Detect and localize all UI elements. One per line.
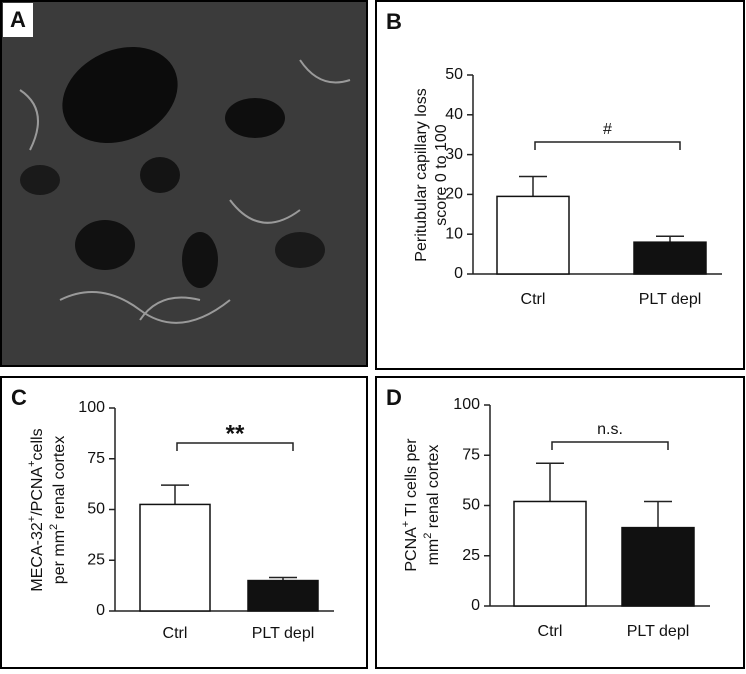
micrograph: [0, 0, 368, 367]
y-axis-label: mm2 renal cortex: [422, 445, 442, 566]
y-axis-label: Peritubular capillary loss: [413, 88, 430, 261]
significance-label: #: [603, 121, 612, 138]
x-tick-label: Ctrl: [521, 291, 546, 308]
lumen: [62, 46, 178, 144]
label-part: renal cortex: [51, 436, 68, 524]
y-tick-label: 75: [87, 450, 105, 467]
label-part: MECA-32: [29, 522, 46, 591]
y-tick-label: 0: [96, 602, 105, 619]
lumen: [275, 232, 325, 268]
significance-bracket: [176, 442, 294, 451]
y-tick-label: 0: [471, 597, 480, 614]
panel-label: C: [11, 385, 27, 410]
significance-bracket: [551, 441, 669, 450]
y-tick-label: 0: [454, 265, 463, 282]
y-tick-label: 100: [78, 399, 105, 416]
label-part: /PCNA: [29, 467, 46, 516]
x-tick-label: PLT depl: [627, 623, 690, 640]
y-tick-label: 100: [453, 396, 480, 413]
label-part: +: [26, 460, 38, 466]
x-tick-label: PLT depl: [639, 291, 702, 308]
label-part: PCNA: [403, 527, 420, 572]
y-tick-label: 25: [462, 547, 480, 564]
panel-label: B: [386, 9, 402, 34]
y-tick-label: 40: [445, 106, 463, 123]
y-tick-label: 50: [87, 501, 105, 518]
x-tick-label: PLT depl: [252, 625, 315, 642]
label-part: per mm: [51, 530, 68, 584]
bar: [496, 195, 570, 275]
lumen: [225, 98, 285, 138]
y-axis-label: PCNA+ TI cells per: [400, 438, 420, 572]
y-axis-label: MECA-32+/PCNA+cells: [26, 428, 46, 591]
y-tick-label: 30: [445, 146, 463, 163]
significance-bracket: [534, 141, 681, 150]
label-part: 2: [48, 524, 60, 530]
panel-label-box: [3, 3, 33, 37]
label-part: score 0 to 100: [433, 124, 450, 226]
significance-label: n.s.: [597, 421, 623, 438]
lumen: [140, 157, 180, 193]
y-tick-label: 25: [87, 551, 105, 568]
panel-border: [0, 376, 368, 669]
capillary: [19, 59, 351, 324]
label-part: renal cortex: [425, 445, 442, 533]
y-tick-label: 20: [445, 186, 463, 203]
significance-label: **: [226, 420, 245, 447]
label-part: cells: [29, 428, 46, 460]
bar: [621, 526, 695, 607]
panel-label: D: [386, 385, 402, 410]
label-part: +: [400, 521, 412, 527]
label-part: TI cells per: [403, 438, 420, 521]
y-axis-label: score 0 to 100: [433, 124, 450, 226]
bar: [513, 500, 587, 607]
label-part: Peritubular capillary loss: [413, 88, 430, 261]
lumen: [20, 165, 60, 195]
y-tick-label: 10: [445, 225, 463, 242]
label-part: 2: [422, 533, 434, 539]
panel-border: [375, 0, 745, 370]
x-tick-label: Ctrl: [538, 623, 563, 640]
panel-label: A: [10, 7, 26, 32]
bar: [633, 241, 707, 275]
x-tick-label: Ctrl: [163, 625, 188, 642]
panel: B 0 10 20 30 40 50 Peritubular capillary loss sc…: [375, 0, 745, 370]
panel-a: A: [0, 0, 368, 367]
label-part: mm: [425, 539, 442, 566]
label-part: +: [26, 516, 38, 522]
lumen: [75, 220, 135, 270]
y-tick-label: 50: [445, 66, 463, 83]
lumen: [182, 232, 218, 288]
y-tick-label: 75: [462, 446, 480, 463]
bar: [139, 503, 211, 612]
bar: [247, 579, 319, 612]
y-tick-label: 50: [462, 497, 480, 514]
y-axis-label: per mm2 renal cortex: [48, 436, 68, 584]
panel-border: [375, 376, 745, 669]
